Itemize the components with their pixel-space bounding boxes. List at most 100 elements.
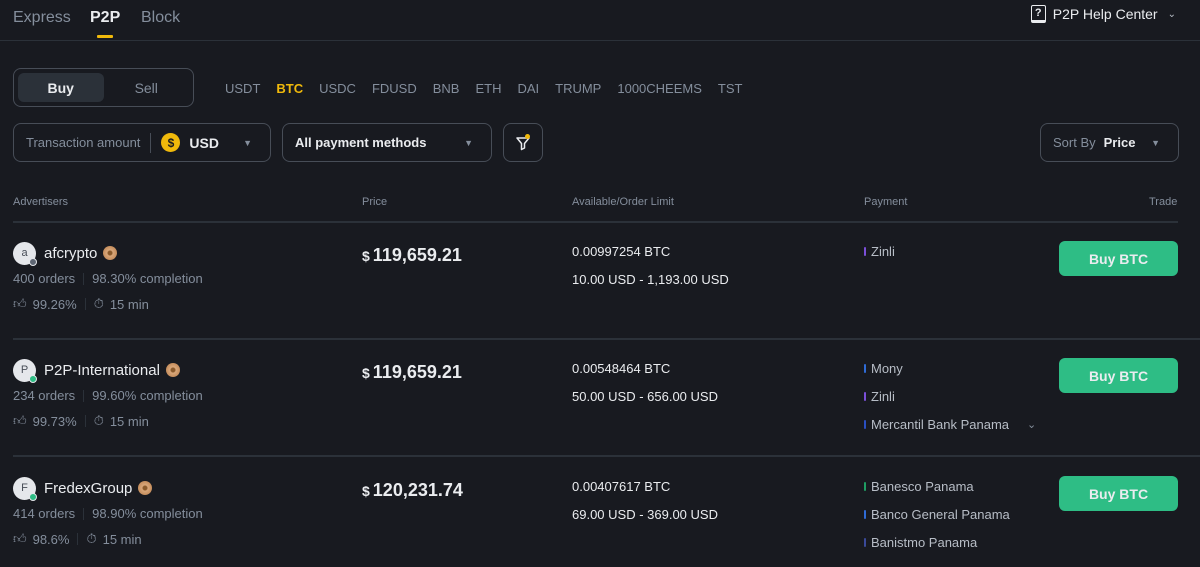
positive-rating: 99.73%	[32, 413, 77, 429]
header-price: Price	[362, 196, 388, 208]
table-row: P P2P-International 234 orders 99.60% com…	[0, 358, 1200, 475]
header-trade: Trade	[1149, 196, 1178, 208]
payment-color-bar	[864, 392, 866, 401]
price-value: 119,659.21	[372, 245, 462, 265]
avatar[interactable]: P	[13, 358, 37, 383]
payment-color-bar	[864, 538, 866, 547]
price-cell: $119,659.21	[362, 362, 462, 383]
coin-tab-dai[interactable]: DAI	[517, 81, 540, 96]
payment-name: Mony	[871, 361, 903, 376]
payment-name: Banesco Panama	[871, 479, 974, 494]
coin-tab-btc[interactable]: BTC	[276, 81, 304, 96]
tab-label: P2P	[90, 9, 121, 26]
positive-rating: 99.26%	[32, 296, 77, 312]
offline-status-dot	[29, 257, 37, 266]
payment-method: Mony	[864, 361, 1036, 376]
payment-method: Zinli	[864, 244, 895, 259]
positive-rating: 98.6%	[32, 531, 70, 547]
amount-placeholder: Transaction amount	[26, 135, 141, 150]
online-status-dot	[29, 492, 37, 501]
buy-btc-button[interactable]: Buy BTC	[1059, 476, 1178, 511]
merchant-badge-icon	[103, 246, 118, 260]
payment-methods-select[interactable]: All payment methods ▼	[282, 123, 492, 162]
filter-active-dot	[525, 134, 530, 139]
avatar-initial: F	[21, 482, 28, 494]
orders-count: 414 orders	[13, 506, 76, 521]
payment-name: Banco General Panama	[871, 507, 1010, 522]
table-row: F FredexGroup 414 orders 98.90% completio…	[0, 476, 1200, 567]
transaction-amount-input[interactable]: Transaction amount $ USD ▼	[13, 123, 271, 162]
thumbs-up-icon: 👍︎	[13, 531, 27, 546]
coin-tab-fdusd[interactable]: FDUSD	[371, 81, 417, 96]
order-limit: 50.00 USD - 656.00 USD	[572, 389, 718, 404]
tab-block[interactable]: Block	[141, 9, 180, 27]
sort-by-select[interactable]: Sort By Price ▼	[1040, 123, 1179, 162]
avg-release-time: 15 min	[109, 413, 149, 429]
availability-cell: 0.00997254 BTC 10.00 USD - 1,193.00 USD	[572, 244, 729, 287]
tab-express[interactable]: Express	[13, 9, 71, 27]
order-limit: 10.00 USD - 1,193.00 USD	[572, 272, 729, 287]
header-payment: Payment	[864, 196, 908, 208]
sell-toggle-button[interactable]: Sell	[134, 79, 158, 96]
coin-tab-trump[interactable]: TRUMP	[555, 81, 602, 96]
orders-count: 400 orders	[13, 271, 76, 286]
advertiser-name[interactable]: P2P-International	[44, 361, 160, 379]
payment-method: Banesco Panama	[864, 479, 1010, 494]
divider	[77, 533, 79, 545]
chevron-down-icon: ⌄	[1167, 8, 1176, 20]
coin-tab-usdt[interactable]: USDT	[225, 81, 261, 96]
orders-count: 234 orders	[13, 388, 76, 403]
order-limit: 69.00 USD - 369.00 USD	[572, 507, 718, 522]
expand-payments-chevron-icon[interactable]: ⌄	[1027, 419, 1037, 431]
buy-sell-toggle: Buy Sell	[13, 68, 194, 107]
currency-symbol: $	[362, 248, 370, 264]
avatar-initial: a	[21, 247, 28, 259]
help-center-dropdown[interactable]: ? P2P Help Center ⌄	[1030, 5, 1176, 23]
header-advertisers: Advertisers	[13, 196, 69, 208]
avatar-initial: P	[20, 364, 29, 376]
coin-tab-tst[interactable]: TST	[717, 81, 743, 96]
divider	[83, 507, 85, 520]
coin-tab-bnb[interactable]: BNB	[432, 81, 460, 96]
divider	[150, 132, 152, 153]
payment-method: Zinli	[864, 389, 1036, 404]
coin-tab-usdc[interactable]: USDC	[319, 81, 356, 96]
divider	[83, 389, 85, 402]
completion-rate: 98.30% completion	[92, 271, 203, 286]
filter-button[interactable]	[503, 123, 543, 162]
buy-toggle-button[interactable]: Buy	[18, 73, 104, 102]
merchant-badge-icon	[165, 363, 180, 377]
coin-tab-1000cheems[interactable]: 1000CHEEMS	[617, 81, 702, 96]
divider	[13, 455, 1200, 457]
online-status-dot	[29, 374, 37, 383]
advertiser-name[interactable]: afcrypto	[44, 244, 98, 262]
payment-cell: Banesco Panama Banco General Panama Bani…	[864, 479, 1010, 563]
avatar[interactable]: a	[13, 241, 37, 266]
avg-release-time: 15 min	[102, 531, 142, 547]
payment-color-bar	[864, 364, 866, 373]
tab-p2p[interactable]: P2P	[90, 9, 121, 38]
caret-down-icon[interactable]: ▼	[243, 137, 252, 148]
caret-down-icon: ▼	[464, 137, 473, 148]
merchant-badge-icon	[138, 481, 153, 495]
tab-label: Express	[13, 9, 71, 26]
buy-btc-button[interactable]: Buy BTC	[1059, 241, 1178, 276]
fiat-currency-select[interactable]: USD	[189, 134, 219, 151]
sort-label: Sort By	[1053, 135, 1096, 150]
dollar-coin-icon: $	[161, 133, 181, 152]
avatar[interactable]: F	[13, 476, 37, 501]
currency-symbol: $	[362, 365, 370, 381]
price-value: 119,659.21	[372, 362, 462, 382]
completion-rate: 98.90% completion	[92, 506, 203, 521]
divider	[13, 221, 1178, 223]
thumbs-up-icon: 👍︎	[13, 296, 27, 311]
stopwatch-icon: ⏱︎	[86, 531, 97, 546]
sort-value: Price	[1103, 135, 1136, 150]
caret-down-icon: ▼	[1151, 137, 1160, 148]
buy-btc-button[interactable]: Buy BTC	[1059, 358, 1178, 393]
stopwatch-icon: ⏱︎	[93, 413, 104, 428]
divider	[84, 298, 86, 310]
coin-tab-eth[interactable]: ETH	[475, 81, 502, 96]
advertiser-name[interactable]: FredexGroup	[44, 479, 133, 497]
payment-method: Banco General Panama	[864, 507, 1010, 522]
